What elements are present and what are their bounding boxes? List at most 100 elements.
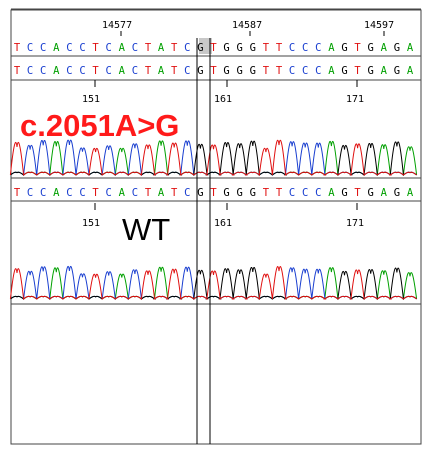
base-letter: T — [210, 65, 217, 77]
base-letter: C — [132, 65, 138, 77]
base-letter: A — [381, 65, 388, 77]
base-letter: T — [276, 42, 283, 54]
base-letter: T — [354, 187, 361, 199]
base-letter: A — [381, 42, 388, 54]
base-letter: G — [197, 42, 203, 54]
base-letter: C — [302, 65, 308, 77]
base-letter: T — [92, 187, 99, 199]
base-letter: G — [237, 187, 243, 199]
base-letter: G — [250, 187, 256, 199]
base-letter: C — [302, 187, 308, 199]
base-letter: T — [145, 187, 152, 199]
base-letter: C — [184, 187, 190, 199]
reference-position-1: 14577 — [102, 20, 132, 31]
base-letter: G — [237, 65, 243, 77]
base-letter: T — [354, 65, 361, 77]
base-letter: A — [53, 42, 60, 54]
base-letter: G — [223, 65, 229, 77]
mutant-position-1: 151 — [82, 94, 100, 105]
variant-base-highlight — [199, 38, 212, 54]
base-letter: C — [79, 42, 85, 54]
base-letter: A — [158, 42, 165, 54]
base-letter: C — [40, 65, 46, 77]
base-letter: G — [368, 65, 374, 77]
base-letter: A — [328, 65, 335, 77]
base-letter: A — [119, 187, 126, 199]
base-letter: T — [92, 65, 99, 77]
base-letter: G — [394, 187, 400, 199]
base-letter: G — [223, 187, 229, 199]
base-letter: C — [315, 187, 321, 199]
base-letter: G — [197, 65, 203, 77]
wildtype-position-3: 171 — [346, 218, 364, 229]
base-letter: C — [132, 42, 138, 54]
mutant-label: c.2051A>G — [20, 108, 179, 143]
wildtype-position-1: 151 — [82, 218, 100, 229]
base-letter: C — [40, 42, 46, 54]
base-letter: A — [158, 65, 165, 77]
base-letter: G — [394, 65, 400, 77]
base-letter: C — [79, 65, 85, 77]
base-letter: A — [328, 187, 335, 199]
base-letter: T — [171, 42, 178, 54]
base-letter: C — [315, 42, 321, 54]
wildtype-trace — [9, 265, 418, 300]
mutant-position-3: 171 — [346, 94, 364, 105]
base-letter: G — [341, 187, 347, 199]
base-letter: C — [106, 42, 112, 54]
wildtype-position-2: 161 — [214, 218, 232, 229]
base-letter: C — [79, 187, 85, 199]
base-letter: T — [276, 187, 283, 199]
base-letter: C — [289, 187, 295, 199]
base-letter: T — [92, 42, 99, 54]
base-letter: A — [381, 187, 388, 199]
base-letter: A — [407, 65, 414, 77]
base-letter: C — [132, 187, 138, 199]
reference-position-2: 14587 — [232, 20, 262, 31]
base-letter: A — [158, 187, 165, 199]
base-letter: T — [145, 42, 152, 54]
base-letter: T — [263, 65, 270, 77]
base-letter: G — [341, 42, 347, 54]
wildtype-label: WT — [122, 212, 170, 247]
base-letter: C — [66, 187, 72, 199]
base-letter: T — [354, 42, 361, 54]
base-letter: C — [106, 65, 112, 77]
base-letter: A — [328, 42, 335, 54]
base-letter: T — [145, 65, 152, 77]
base-letter: T — [263, 42, 270, 54]
base-letter: T — [263, 187, 270, 199]
trace-t — [9, 139, 417, 176]
base-letter: C — [27, 187, 33, 199]
base-letter: G — [250, 42, 256, 54]
base-letter: C — [289, 42, 295, 54]
base-letter: G — [368, 187, 374, 199]
base-letter: G — [341, 65, 347, 77]
base-letter: G — [250, 65, 256, 77]
base-letter: C — [184, 42, 190, 54]
base-letter: C — [184, 65, 190, 77]
base-letter: G — [368, 42, 374, 54]
base-letter: G — [197, 187, 203, 199]
base-letter: A — [119, 42, 126, 54]
base-letter: T — [210, 187, 217, 199]
base-letter: T — [210, 42, 217, 54]
base-letter: T — [276, 65, 283, 77]
trace-t — [9, 266, 417, 300]
base-letter: G — [394, 42, 400, 54]
base-letter: T — [171, 65, 178, 77]
base-letter: C — [66, 65, 72, 77]
base-letter: C — [27, 65, 33, 77]
base-letter: C — [302, 42, 308, 54]
base-letter: T — [14, 65, 21, 77]
viewer-frame — [10, 9, 422, 445]
base-letter: T — [14, 187, 21, 199]
base-letter: T — [171, 187, 178, 199]
base-letter: C — [106, 187, 112, 199]
